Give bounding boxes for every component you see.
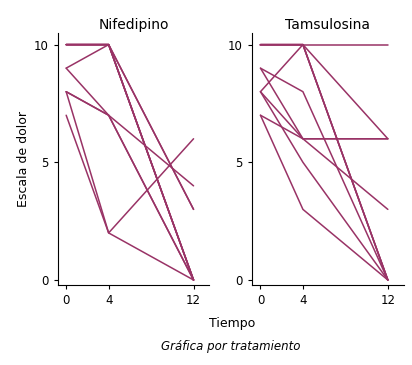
Y-axis label: Escala de dolor: Escala de dolor: [16, 111, 30, 207]
Title: Nifedipino: Nifedipino: [98, 18, 169, 32]
Title: Tamsulosina: Tamsulosina: [286, 18, 370, 32]
X-axis label: Tiempo: Tiempo: [209, 318, 255, 330]
Text: Gráfica por tratamiento: Gráfica por tratamiento: [161, 341, 300, 353]
